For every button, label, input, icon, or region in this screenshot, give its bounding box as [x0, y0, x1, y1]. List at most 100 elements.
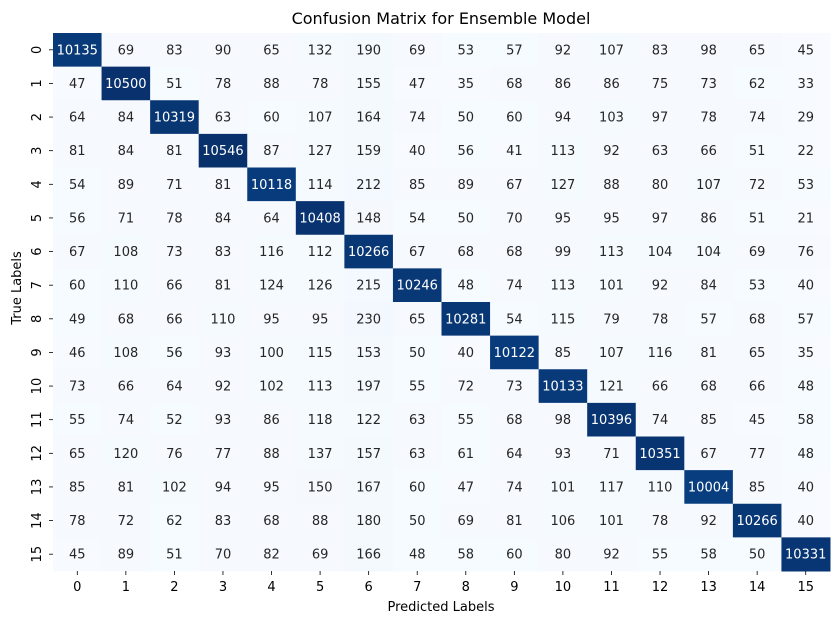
heatmap-cell: [441, 167, 491, 202]
heatmap-cell: [53, 537, 103, 572]
heatmap-cell-label: 99: [555, 245, 572, 260]
heatmap-cell: [781, 268, 831, 303]
heatmap-cell-label: 10266: [348, 245, 389, 260]
heatmap-cell-label: 92: [555, 43, 572, 58]
x-tick-label: 15: [797, 580, 814, 595]
heatmap-cell-label: 60: [69, 279, 86, 294]
heatmap-cell-label: 115: [308, 346, 333, 361]
heatmap-cell: [344, 100, 394, 135]
heatmap-cell: [684, 436, 734, 471]
heatmap-cell-label: 66: [652, 380, 669, 395]
heatmap-cell-label: 69: [118, 43, 135, 58]
heatmap-cell: [392, 201, 442, 236]
heatmap-cell: [295, 537, 345, 572]
heatmap-cell-label: 230: [356, 312, 381, 327]
heatmap-cell-label: 65: [749, 346, 766, 361]
chart-title: Confusion Matrix for Ensemble Model: [292, 9, 591, 28]
heatmap-cell: [247, 369, 297, 404]
heatmap-cell-label: 67: [506, 178, 523, 193]
heatmap-cell: [247, 268, 297, 303]
heatmap-cell-label: 113: [308, 380, 333, 395]
heatmap-cell-label: 126: [308, 279, 333, 294]
heatmap-cell: [587, 100, 637, 135]
heatmap-cell-label: 74: [409, 111, 426, 126]
heatmap-cell: [781, 503, 831, 538]
heatmap-cell-label: 10319: [154, 111, 195, 126]
heatmap-cell: [441, 302, 491, 337]
heatmap-cell-label: 102: [162, 480, 187, 495]
heatmap-cell: [392, 167, 442, 202]
heatmap-cell: [635, 436, 685, 471]
heatmap-cell-label: 55: [652, 548, 669, 563]
heatmap-cell: [198, 33, 248, 68]
heatmap-cell: [198, 369, 248, 404]
heatmap-cell: [635, 167, 685, 202]
heatmap-cell: [635, 302, 685, 337]
heatmap-cell: [490, 133, 540, 168]
heatmap-cell: [295, 201, 345, 236]
x-tick-label: 2: [170, 580, 178, 595]
heatmap-cell-label: 65: [69, 447, 86, 462]
heatmap-cell-label: 56: [166, 346, 183, 361]
heatmap-cell-label: 85: [409, 178, 426, 193]
heatmap-cell: [150, 33, 200, 68]
heatmap-cell-label: 83: [652, 43, 669, 58]
heatmap-cell-label: 74: [652, 413, 669, 428]
heatmap-cell: [684, 133, 734, 168]
heatmap-cell-label: 64: [263, 211, 280, 226]
heatmap-cell: [150, 201, 200, 236]
heatmap-cell-label: 51: [166, 77, 183, 92]
heatmap-cell-label: 57: [700, 312, 717, 327]
heatmap-cell: [732, 201, 782, 236]
heatmap-cell-label: 10351: [639, 447, 680, 462]
heatmap-cell-label: 92: [652, 279, 669, 294]
heatmap-cell: [101, 201, 151, 236]
heatmap-cell: [344, 335, 394, 370]
heatmap-cell: [392, 234, 442, 269]
heatmap-cell: [538, 234, 588, 269]
heatmap-cell: [295, 402, 345, 437]
heatmap-cell: [247, 537, 297, 572]
heatmap-cell: [392, 302, 442, 337]
heatmap-cell-label: 10331: [785, 548, 826, 563]
heatmap-cell-label: 85: [69, 480, 86, 495]
heatmap-cell: [295, 503, 345, 538]
x-tick-label: 7: [413, 580, 421, 595]
heatmap-cell-label: 71: [603, 447, 620, 462]
heatmap-cell: [344, 66, 394, 101]
y-tick-label: 14: [30, 512, 45, 529]
y-tick-label: 11: [30, 411, 45, 428]
heatmap-cell-label: 10133: [542, 380, 583, 395]
heatmap-cell-label: 84: [215, 211, 232, 226]
x-tick-label: 10: [555, 580, 572, 595]
heatmap-cell: [150, 537, 200, 572]
heatmap-cell: [101, 100, 151, 135]
heatmap-cell: [684, 369, 734, 404]
heatmap-cell-label: 113: [550, 144, 575, 159]
heatmap-cell-label: 121: [599, 380, 624, 395]
heatmap-cell: [344, 302, 394, 337]
heatmap-cell-label: 10122: [494, 346, 535, 361]
heatmap-cell-label: 68: [749, 312, 766, 327]
heatmap-cell-label: 190: [356, 43, 381, 58]
heatmap-cell-label: 80: [652, 178, 669, 193]
heatmap-cell-label: 67: [409, 245, 426, 260]
heatmap-cell: [781, 66, 831, 101]
heatmap-cell: [101, 167, 151, 202]
heatmap-cell-label: 10546: [202, 144, 243, 159]
x-tick-label: 12: [652, 580, 669, 595]
heatmap-cell-label: 45: [749, 413, 766, 428]
heatmap-cell-label: 93: [555, 447, 572, 462]
heatmap-cell-label: 107: [308, 111, 333, 126]
heatmap-cell: [53, 234, 103, 269]
heatmap-cell: [441, 402, 491, 437]
heatmap-cell: [732, 503, 782, 538]
heatmap-cell-label: 48: [797, 447, 814, 462]
heatmap-cell: [732, 133, 782, 168]
heatmap-cell-label: 215: [356, 279, 381, 294]
heatmap-cell-label: 81: [700, 346, 717, 361]
heatmap-cell-label: 127: [550, 178, 575, 193]
heatmap-cell: [247, 33, 297, 68]
heatmap-cell-label: 66: [166, 279, 183, 294]
heatmap-cell-label: 47: [409, 77, 426, 92]
